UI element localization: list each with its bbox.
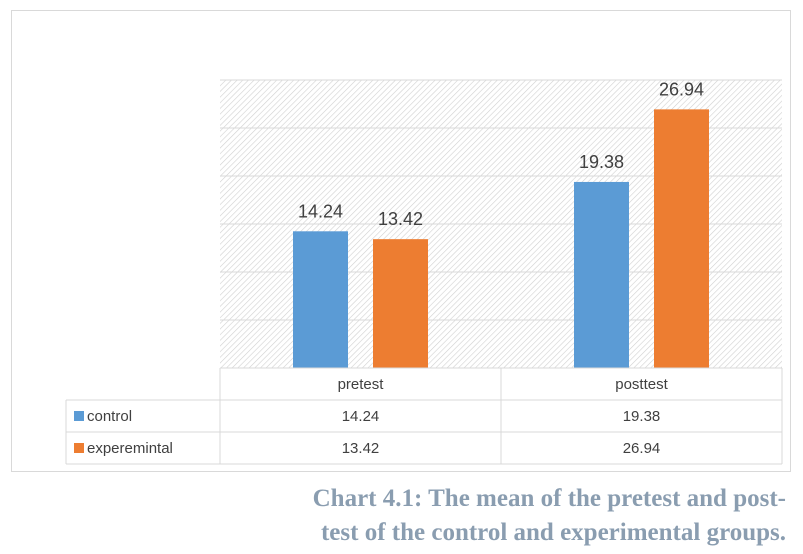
bar-experemintal-posttest <box>654 109 709 368</box>
bar-chart: 14.24 13.42 19.38 26.94 pretest posttest cont… <box>65 79 783 465</box>
value-label-control-pretest: 14.24 <box>298 201 343 221</box>
data-table: pretest posttest control 14.24 19.38 experemi… <box>65 367 783 465</box>
caption-line-1: Chart 4.1: The mean of the pretest and p… <box>312 485 786 512</box>
legend-label-control: control <box>87 408 132 425</box>
caption-line-2: test of the control and experimental gro… <box>320 519 786 546</box>
value-label-experemintal-posttest: 26.94 <box>659 79 704 99</box>
legend-key-control <box>74 411 84 421</box>
table-cell-control-pretest: 14.24 <box>342 408 380 425</box>
bar-control-pretest <box>293 231 348 368</box>
bar-control-posttest <box>574 181 629 368</box>
bars <box>293 109 709 368</box>
table-header-posttest: posttest <box>615 376 668 393</box>
table-header-pretest: pretest <box>338 376 385 393</box>
legend-key-experemintal <box>74 443 84 453</box>
bar-experemintal-pretest <box>373 239 428 368</box>
table-cell-experemintal-posttest: 26.94 <box>623 440 661 457</box>
table-cell-control-posttest: 19.38 <box>623 408 661 425</box>
value-labels: 14.24 13.42 19.38 26.94 <box>298 79 704 229</box>
table-cell-experemintal-pretest: 13.42 <box>342 440 380 457</box>
value-label-control-posttest: 19.38 <box>579 152 624 172</box>
value-label-experemintal-pretest: 13.42 <box>378 209 423 229</box>
chart-caption: Chart 4.1: The mean of the pretest and p… <box>0 482 786 550</box>
legend-label-experemintal: experemintal <box>87 440 173 457</box>
